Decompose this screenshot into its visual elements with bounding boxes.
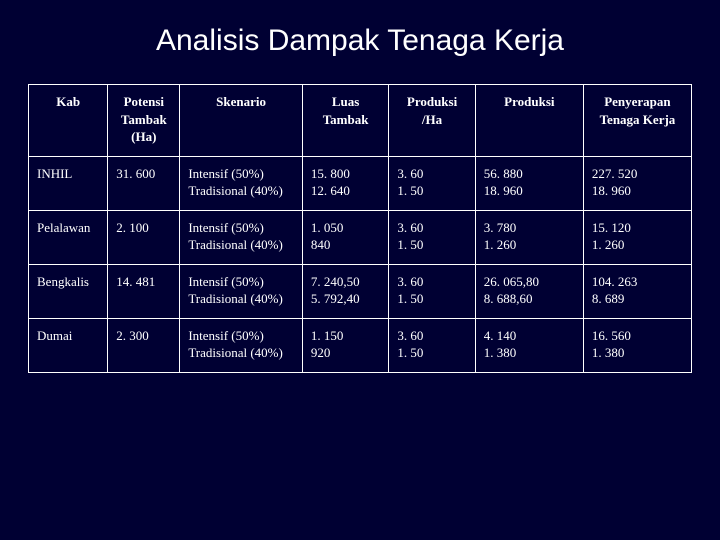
- col-potensi: Potensi Tambak (Ha): [108, 85, 180, 157]
- cell-line: Tradisional (40%): [188, 236, 294, 254]
- cell-penyerapan: 227. 52018. 960: [583, 156, 691, 210]
- cell-potensi: 2. 100: [108, 210, 180, 264]
- cell-line: 12. 640: [311, 182, 380, 200]
- cell-line: 1. 50: [397, 236, 466, 254]
- impact-table: Kab Potensi Tambak (Ha) Skenario Luas Ta…: [28, 84, 692, 373]
- cell-produksi-ha: 3. 601. 50: [389, 318, 475, 372]
- cell-line: 8. 689: [592, 290, 683, 308]
- cell-potensi: 2. 300: [108, 318, 180, 372]
- cell-line: 18. 960: [592, 182, 683, 200]
- table-head: Kab Potensi Tambak (Ha) Skenario Luas Ta…: [29, 85, 692, 157]
- slide: Analisis Dampak Tenaga Kerja Kab Potensi…: [0, 0, 720, 540]
- cell-kab: Pelalawan: [29, 210, 108, 264]
- col-skenario: Skenario: [180, 85, 303, 157]
- cell-produksi: 26. 065,808. 688,60: [475, 264, 583, 318]
- cell-penyerapan: 16. 5601. 380: [583, 318, 691, 372]
- cell-luas: 1. 050840: [302, 210, 388, 264]
- cell-line: 3. 60: [397, 219, 466, 237]
- cell-produksi: 3. 7801. 260: [475, 210, 583, 264]
- cell-line: 56. 880: [484, 165, 575, 183]
- cell-line: 1. 50: [397, 182, 466, 200]
- cell-luas: 1. 150920: [302, 318, 388, 372]
- cell-line: 1. 050: [311, 219, 380, 237]
- col-kab: Kab: [29, 85, 108, 157]
- cell-skenario: Intensif (50%)Tradisional (40%): [180, 156, 303, 210]
- cell-line: 8. 688,60: [484, 290, 575, 308]
- cell-line: 26. 065,80: [484, 273, 575, 291]
- cell-penyerapan: 104. 2638. 689: [583, 264, 691, 318]
- cell-line: 1. 380: [592, 344, 683, 362]
- cell-line: 16. 560: [592, 327, 683, 345]
- cell-line: 227. 520: [592, 165, 683, 183]
- cell-luas: 15. 80012. 640: [302, 156, 388, 210]
- cell-line: Intensif (50%): [188, 273, 294, 291]
- cell-line: Tradisional (40%): [188, 290, 294, 308]
- cell-produksi: 56. 88018. 960: [475, 156, 583, 210]
- header-row: Kab Potensi Tambak (Ha) Skenario Luas Ta…: [29, 85, 692, 157]
- cell-line: 920: [311, 344, 380, 362]
- cell-line: 1. 50: [397, 344, 466, 362]
- table-wrapper: Kab Potensi Tambak (Ha) Skenario Luas Ta…: [28, 84, 692, 520]
- col-produksi-ha: Produksi /Ha: [389, 85, 475, 157]
- cell-produksi-ha: 3. 601. 50: [389, 156, 475, 210]
- cell-line: 1. 150: [311, 327, 380, 345]
- cell-produksi-ha: 3. 601. 50: [389, 210, 475, 264]
- col-penyerapan: Penyerapan Tenaga Kerja: [583, 85, 691, 157]
- col-produksi: Produksi: [475, 85, 583, 157]
- cell-line: 15. 800: [311, 165, 380, 183]
- cell-kab: INHIL: [29, 156, 108, 210]
- cell-line: 4. 140: [484, 327, 575, 345]
- cell-skenario: Intensif (50%)Tradisional (40%): [180, 318, 303, 372]
- table-row: INHIL31. 600Intensif (50%)Tradisional (4…: [29, 156, 692, 210]
- cell-line: 1. 380: [484, 344, 575, 362]
- cell-line: 840: [311, 236, 380, 254]
- cell-line: 7. 240,50: [311, 273, 380, 291]
- cell-line: 3. 780: [484, 219, 575, 237]
- cell-line: 15. 120: [592, 219, 683, 237]
- table-row: Bengkalis14. 481Intensif (50%)Tradisiona…: [29, 264, 692, 318]
- table-row: Pelalawan2. 100Intensif (50%)Tradisional…: [29, 210, 692, 264]
- col-luas: Luas Tambak: [302, 85, 388, 157]
- cell-produksi: 4. 1401. 380: [475, 318, 583, 372]
- cell-luas: 7. 240,505. 792,40: [302, 264, 388, 318]
- table-body: INHIL31. 600Intensif (50%)Tradisional (4…: [29, 156, 692, 372]
- cell-kab: Bengkalis: [29, 264, 108, 318]
- cell-line: Intensif (50%): [188, 165, 294, 183]
- cell-line: 1. 260: [484, 236, 575, 254]
- cell-penyerapan: 15. 1201. 260: [583, 210, 691, 264]
- cell-line: 18. 960: [484, 182, 575, 200]
- cell-line: 1. 50: [397, 290, 466, 308]
- cell-line: 1. 260: [592, 236, 683, 254]
- cell-skenario: Intensif (50%)Tradisional (40%): [180, 264, 303, 318]
- slide-title: Analisis Dampak Tenaga Kerja: [28, 24, 692, 58]
- cell-line: Tradisional (40%): [188, 344, 294, 362]
- cell-line: 3. 60: [397, 165, 466, 183]
- cell-line: 3. 60: [397, 273, 466, 291]
- cell-produksi-ha: 3. 601. 50: [389, 264, 475, 318]
- table-row: Dumai2. 300Intensif (50%)Tradisional (40…: [29, 318, 692, 372]
- cell-skenario: Intensif (50%)Tradisional (40%): [180, 210, 303, 264]
- cell-potensi: 14. 481: [108, 264, 180, 318]
- cell-line: 5. 792,40: [311, 290, 380, 308]
- cell-kab: Dumai: [29, 318, 108, 372]
- cell-line: 104. 263: [592, 273, 683, 291]
- cell-line: Tradisional (40%): [188, 182, 294, 200]
- cell-potensi: 31. 600: [108, 156, 180, 210]
- cell-line: 3. 60: [397, 327, 466, 345]
- cell-line: Intensif (50%): [188, 327, 294, 345]
- cell-line: Intensif (50%): [188, 219, 294, 237]
